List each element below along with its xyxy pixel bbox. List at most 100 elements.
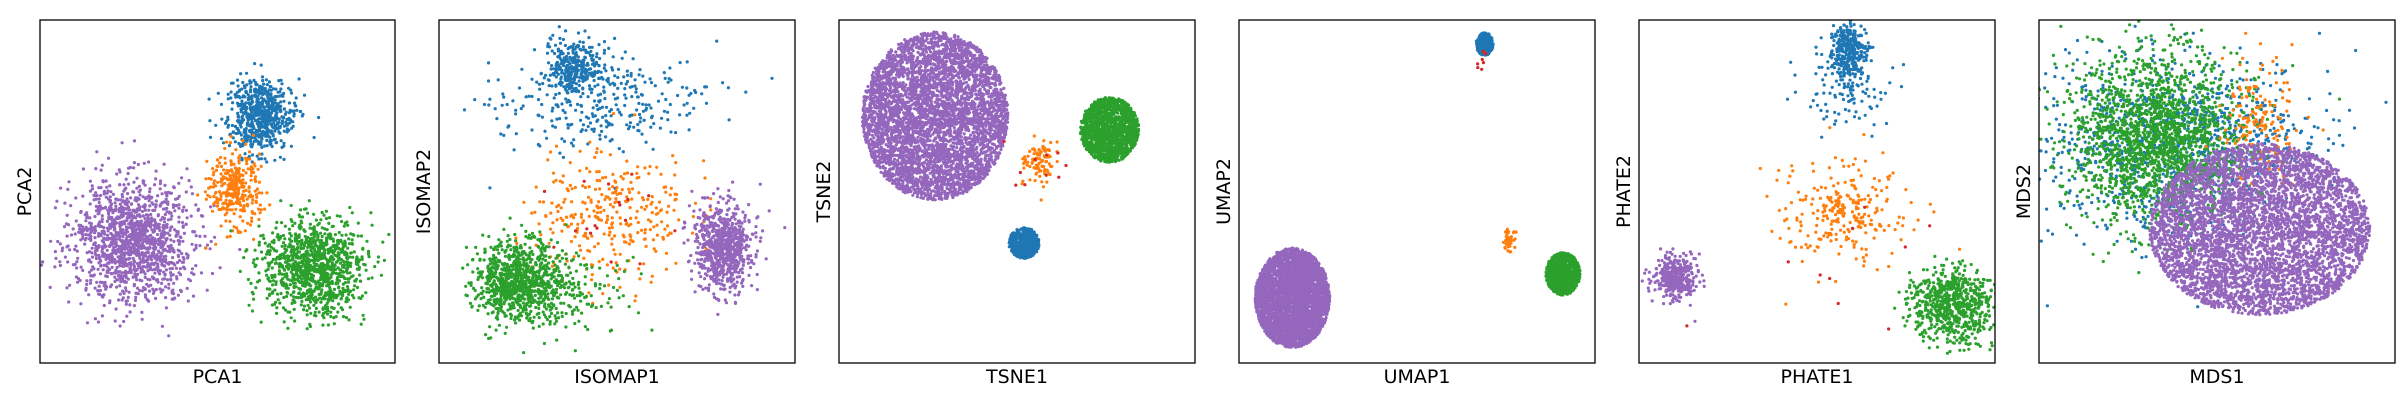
scatter-point bbox=[376, 255, 381, 259]
scatter-point bbox=[290, 239, 294, 243]
scatter-point bbox=[238, 247, 242, 252]
scatter-point bbox=[562, 85, 566, 89]
scatter-point bbox=[237, 142, 241, 146]
scatter-point bbox=[172, 185, 176, 189]
scatter-point bbox=[241, 178, 245, 182]
scatter-point bbox=[560, 102, 564, 106]
scatter-point bbox=[239, 110, 243, 114]
scatter-point bbox=[255, 83, 259, 87]
scatter-point bbox=[204, 177, 208, 181]
scatter-point bbox=[311, 275, 315, 279]
scatter-point bbox=[602, 85, 606, 89]
scatter-point bbox=[363, 263, 367, 267]
scatter-point bbox=[306, 303, 310, 307]
scatter-point bbox=[158, 287, 162, 291]
scatter-point bbox=[280, 115, 284, 119]
scatter-point bbox=[79, 238, 83, 242]
scatter-point bbox=[245, 123, 249, 127]
scatter-point bbox=[124, 276, 128, 280]
scatter-point bbox=[567, 98, 571, 102]
scatter-point bbox=[629, 74, 633, 78]
scatter-point bbox=[748, 237, 753, 241]
scatter-point bbox=[570, 122, 574, 126]
scatter-point bbox=[186, 299, 190, 303]
scatter-point bbox=[599, 124, 603, 128]
scatter-point bbox=[253, 264, 257, 269]
scatter-point bbox=[209, 177, 213, 181]
scatter-point bbox=[266, 122, 270, 127]
scatter-point bbox=[563, 43, 568, 48]
scatter-point bbox=[81, 225, 85, 229]
scatter-point bbox=[274, 87, 278, 91]
scatter-point bbox=[345, 255, 349, 260]
scatter-point bbox=[96, 212, 100, 216]
scatter-point bbox=[563, 87, 568, 91]
scatter-point bbox=[312, 289, 316, 293]
scatter-point bbox=[141, 253, 146, 257]
scatter-point bbox=[570, 65, 574, 69]
scatter-point bbox=[302, 257, 306, 261]
scatter-point bbox=[581, 79, 585, 83]
scatter-point bbox=[230, 123, 234, 128]
scatter-point bbox=[610, 226, 614, 230]
scatter-point bbox=[576, 63, 581, 68]
scatter-point bbox=[585, 166, 589, 170]
scatter-point bbox=[360, 257, 364, 261]
scatter-point bbox=[297, 261, 301, 265]
scatter-point bbox=[249, 178, 253, 182]
scatter-point bbox=[581, 184, 585, 188]
scatter-point bbox=[662, 185, 666, 189]
scatter-point bbox=[566, 123, 570, 127]
scatter-point bbox=[333, 249, 337, 253]
scatter-point bbox=[689, 253, 693, 258]
scatter-point bbox=[668, 66, 672, 70]
scatter-point bbox=[645, 204, 649, 208]
scatter-point bbox=[738, 268, 743, 272]
scatter-point bbox=[704, 101, 709, 105]
scatter-point bbox=[153, 267, 157, 271]
scatter-point bbox=[143, 287, 147, 292]
scatter-point bbox=[667, 204, 671, 208]
scatter-point bbox=[647, 172, 651, 176]
scatter-point bbox=[166, 202, 170, 206]
scatter-point bbox=[111, 211, 115, 215]
scatter-point bbox=[317, 115, 321, 120]
scatter-point bbox=[633, 299, 637, 303]
scatter-point bbox=[561, 174, 565, 178]
scatter-point bbox=[574, 108, 578, 112]
scatter-point bbox=[89, 260, 93, 264]
scatter-point bbox=[266, 134, 270, 138]
scatter-point bbox=[343, 281, 347, 285]
scatter-point bbox=[581, 91, 585, 96]
scatter-point bbox=[318, 231, 323, 235]
scatter-point bbox=[641, 196, 645, 200]
scatter-point bbox=[297, 240, 301, 244]
scatter-point bbox=[658, 126, 663, 130]
scatter-point bbox=[561, 108, 565, 112]
scatter-point bbox=[321, 274, 325, 278]
scatter-point bbox=[557, 54, 562, 58]
scatter-point bbox=[593, 114, 598, 118]
scatter-point bbox=[634, 294, 638, 298]
scatter-point bbox=[581, 45, 586, 49]
scatter-point bbox=[607, 283, 611, 287]
scatter-point bbox=[103, 280, 107, 285]
scatter-point bbox=[97, 209, 101, 213]
scatter-point bbox=[237, 161, 241, 165]
scatter-point bbox=[260, 137, 264, 141]
scatter-point bbox=[718, 247, 723, 251]
scatter-point bbox=[649, 106, 653, 110]
scatter-point bbox=[350, 238, 354, 242]
scatter-point bbox=[258, 203, 262, 207]
scatter-point bbox=[616, 75, 620, 80]
scatter-point bbox=[174, 234, 178, 238]
scatter-point bbox=[235, 169, 239, 173]
scatter-point bbox=[126, 171, 130, 176]
scatter-point bbox=[136, 207, 140, 211]
scatter-point bbox=[239, 133, 243, 137]
scatter-point bbox=[324, 216, 328, 221]
scatter-point bbox=[250, 110, 254, 114]
scatter-point bbox=[69, 233, 74, 237]
scatter-point bbox=[191, 294, 196, 298]
scatter-point bbox=[97, 222, 101, 227]
